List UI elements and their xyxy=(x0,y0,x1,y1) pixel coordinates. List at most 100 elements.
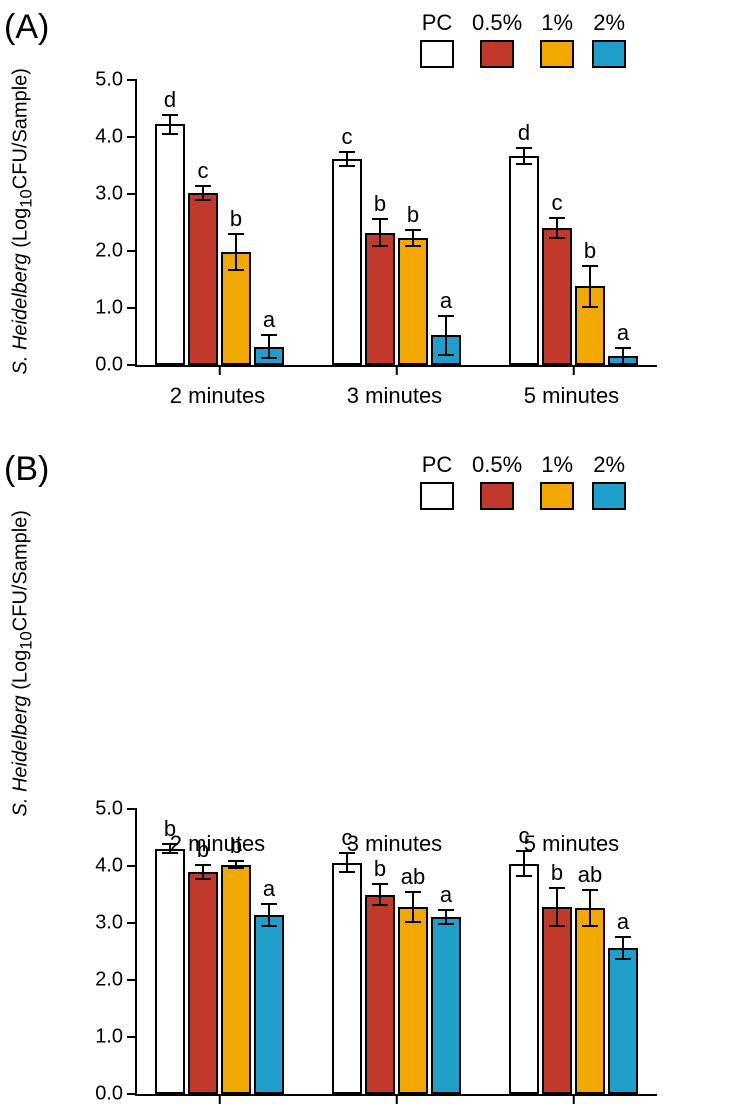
bar-sig-label: ab xyxy=(401,864,425,890)
xtick xyxy=(395,365,398,375)
ytick xyxy=(127,922,137,925)
error-cap xyxy=(549,217,565,219)
bar-sig-label: c xyxy=(198,158,209,184)
error-bar xyxy=(412,892,414,922)
error-cap xyxy=(372,883,388,885)
error-cap xyxy=(582,925,598,927)
ytick-label: 0.0 xyxy=(95,354,123,377)
x-category-label: 5 minutes xyxy=(524,383,619,409)
y-axis-label: S. Heidelberg (Log10CFU/Sample) xyxy=(10,74,37,374)
error-cap xyxy=(615,347,631,349)
error-bar xyxy=(445,316,447,355)
error-bar xyxy=(523,148,525,164)
error-cap xyxy=(615,363,631,365)
error-cap xyxy=(438,923,454,925)
error-bar xyxy=(556,888,558,927)
ytick-label: 3.0 xyxy=(95,183,123,206)
legend-label: 1% xyxy=(541,452,573,478)
bar-sig-label: a xyxy=(617,320,629,346)
error-cap xyxy=(615,958,631,960)
bar-sig-label: a xyxy=(263,876,275,902)
error-bar xyxy=(169,115,171,133)
error-bar xyxy=(268,904,270,927)
error-cap xyxy=(339,165,355,167)
x-category-label: 2 minutes xyxy=(170,383,265,409)
error-cap xyxy=(438,909,454,911)
bar xyxy=(332,863,362,1094)
bar xyxy=(542,907,572,1094)
error-cap xyxy=(195,864,211,866)
ytick-label: 2.0 xyxy=(95,969,123,992)
error-bar xyxy=(202,186,204,200)
error-cap xyxy=(516,875,532,877)
ytick xyxy=(127,307,137,310)
error-bar xyxy=(589,890,591,926)
bar-sig-label: c xyxy=(342,124,353,150)
bar-sig-label: b xyxy=(230,206,242,232)
bar xyxy=(332,159,362,365)
error-cap xyxy=(228,867,244,869)
ytick xyxy=(127,79,137,82)
error-cap xyxy=(372,218,388,220)
legend-swatch xyxy=(420,40,454,68)
ytick-label: 0.0 xyxy=(95,1083,123,1106)
ytick-label: 3.0 xyxy=(95,912,123,935)
error-cap xyxy=(339,151,355,153)
error-cap xyxy=(372,904,388,906)
bar-sig-label: b xyxy=(374,191,386,217)
error-cap xyxy=(261,903,277,905)
bar xyxy=(431,917,461,1094)
legend-label: 0.5% xyxy=(472,452,522,478)
ytick xyxy=(127,1036,137,1039)
error-cap xyxy=(372,245,388,247)
legend-swatch xyxy=(480,40,514,68)
error-cap xyxy=(339,871,355,873)
error-bar xyxy=(622,937,624,960)
error-cap xyxy=(549,237,565,239)
bar-sig-label: a xyxy=(263,307,275,333)
error-bar xyxy=(346,152,348,166)
error-bar xyxy=(202,865,204,879)
ytick-label: 2.0 xyxy=(95,240,123,263)
bar xyxy=(608,948,638,1094)
bar-sig-label: c xyxy=(552,190,563,216)
legend-swatch xyxy=(540,40,574,68)
x-category-label: 3 minutes xyxy=(347,383,442,409)
error-cap xyxy=(405,229,421,231)
legend-item-1: 0.5% xyxy=(472,10,522,68)
ytick-label: 1.0 xyxy=(95,1026,123,1049)
error-bar xyxy=(379,884,381,905)
bar xyxy=(398,238,428,365)
legend-item-3: 2% xyxy=(592,452,626,510)
ytick-label: 5.0 xyxy=(95,798,123,821)
error-cap xyxy=(228,233,244,235)
xtick xyxy=(572,1094,575,1104)
legend-label: PC xyxy=(422,10,453,36)
error-bar xyxy=(379,219,381,246)
error-cap xyxy=(549,925,565,927)
ytick xyxy=(127,250,137,253)
legend-item-0: PC xyxy=(420,10,454,68)
bar-sig-label: b xyxy=(374,856,386,882)
legend-label: 1% xyxy=(541,10,573,36)
bar xyxy=(254,915,284,1094)
bar-sig-label: ab xyxy=(578,862,602,888)
ytick xyxy=(127,1093,137,1096)
ytick xyxy=(127,865,137,868)
error-cap xyxy=(195,185,211,187)
y-axis-label: S. Heidelberg (Log10CFU/Sample) xyxy=(10,516,37,816)
legend-label: 0.5% xyxy=(472,10,522,36)
xtick xyxy=(572,365,575,375)
bar xyxy=(509,156,539,365)
error-cap xyxy=(438,354,454,356)
bar-sig-label: d xyxy=(164,87,176,113)
error-cap xyxy=(549,887,565,889)
panel-label-B: (B) xyxy=(4,450,49,489)
error-cap xyxy=(516,163,532,165)
legend-label: 2% xyxy=(593,10,625,36)
xtick xyxy=(395,1094,398,1104)
error-bar xyxy=(268,335,270,358)
error-cap xyxy=(261,357,277,359)
error-cap xyxy=(162,114,178,116)
legend-swatch xyxy=(540,482,574,510)
